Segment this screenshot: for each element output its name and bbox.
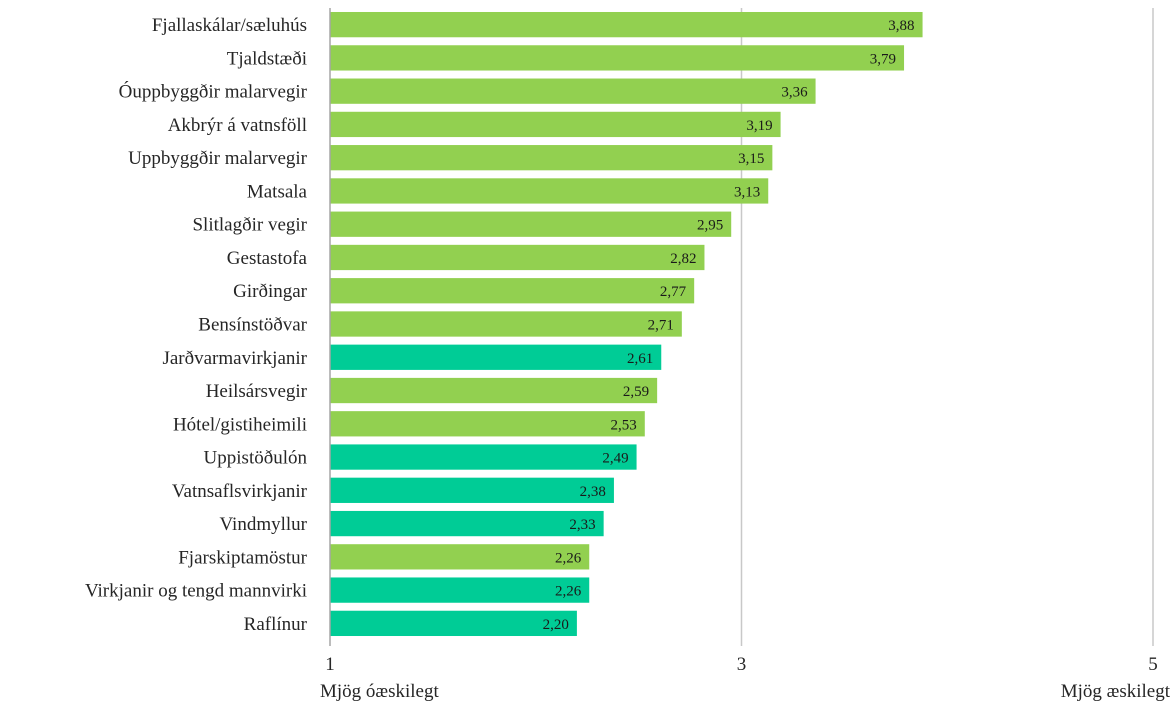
bar bbox=[330, 477, 614, 503]
category-label: Uppbyggðir malarvegir bbox=[128, 148, 308, 169]
data-label: 3,15 bbox=[738, 151, 764, 167]
category-label: Virkjanir og tengd mannvirki bbox=[85, 581, 307, 602]
bar bbox=[330, 78, 816, 104]
data-label: 3,19 bbox=[746, 118, 772, 134]
data-label: 2,53 bbox=[611, 417, 637, 433]
category-label: Bensínstöðvar bbox=[198, 315, 307, 336]
value-labels: 3,88 3,79 3,36 3,19 3,15 3,13 2,95 2,82 2,77 2,71… bbox=[543, 18, 915, 633]
data-label: 3,13 bbox=[734, 184, 760, 200]
bar bbox=[330, 510, 604, 537]
category-label: Hótel/gistiheimili bbox=[173, 414, 307, 435]
bar bbox=[330, 577, 590, 603]
data-label: 3,88 bbox=[888, 18, 914, 34]
category-labels: Fjallaskálar/sæluhús Tjaldstæði Óuppbyggði… bbox=[85, 15, 308, 635]
bar bbox=[330, 610, 577, 637]
data-label: 2,95 bbox=[697, 218, 723, 234]
category-label: Slitlagðir vegir bbox=[192, 215, 307, 236]
bar bbox=[330, 278, 695, 304]
category-label: Fjallaskálar/sæluhús bbox=[152, 15, 307, 36]
category-label: Matsala bbox=[247, 181, 308, 202]
data-label: 2,61 bbox=[627, 351, 653, 367]
data-label: 3,36 bbox=[781, 85, 808, 101]
bar bbox=[330, 544, 590, 570]
data-label: 2,71 bbox=[648, 318, 674, 334]
data-label: 2,49 bbox=[602, 451, 628, 467]
category-label: Vatnsaflsvirkjanir bbox=[172, 481, 308, 502]
data-label: 2,20 bbox=[543, 617, 569, 633]
bar bbox=[330, 244, 705, 271]
data-label: 2,33 bbox=[569, 517, 595, 533]
data-label: 3,79 bbox=[870, 51, 896, 67]
bar bbox=[330, 311, 682, 337]
category-label: Akbrýr á vatnsföll bbox=[168, 115, 307, 136]
category-label: Vindmyllur bbox=[219, 514, 307, 535]
x-tick-label: 1 bbox=[325, 654, 335, 675]
bar bbox=[330, 377, 658, 404]
category-label: Girðingar bbox=[233, 281, 308, 302]
left-end-label: Mjög óæskilegt bbox=[320, 681, 439, 702]
bar bbox=[330, 45, 905, 71]
category-label: Fjarskiptamöstur bbox=[178, 547, 307, 568]
data-label: 2,82 bbox=[670, 251, 696, 267]
data-label: 2,38 bbox=[580, 484, 606, 500]
bar bbox=[330, 411, 645, 437]
category-label: Raflínur bbox=[244, 614, 308, 635]
x-tick-label: 5 bbox=[1148, 654, 1158, 675]
category-label: Uppistöðulón bbox=[204, 448, 308, 469]
data-label: 2,77 bbox=[660, 284, 687, 300]
category-label: Tjaldstæði bbox=[227, 48, 307, 69]
x-tick-label: 3 bbox=[737, 654, 747, 675]
x-axis: 1 3 5 bbox=[325, 8, 1158, 675]
bar bbox=[330, 145, 773, 171]
bar bbox=[330, 11, 923, 38]
category-label: Jarðvarmavirkjanir bbox=[162, 348, 307, 369]
bar bbox=[330, 178, 769, 204]
bar bbox=[330, 211, 732, 237]
data-label: 2,26 bbox=[555, 550, 582, 566]
bar bbox=[330, 444, 637, 470]
data-label: 2,59 bbox=[623, 384, 649, 400]
category-label: Gestastofa bbox=[227, 248, 308, 269]
bars bbox=[330, 11, 923, 637]
bar bbox=[330, 344, 662, 370]
category-label: Óuppbyggðir malarvegir bbox=[119, 81, 308, 103]
bar bbox=[330, 111, 781, 138]
right-end-label: Mjög æskilegt bbox=[1061, 681, 1171, 702]
data-label: 2,26 bbox=[555, 584, 582, 600]
category-label: Heilsársvegir bbox=[206, 381, 308, 402]
